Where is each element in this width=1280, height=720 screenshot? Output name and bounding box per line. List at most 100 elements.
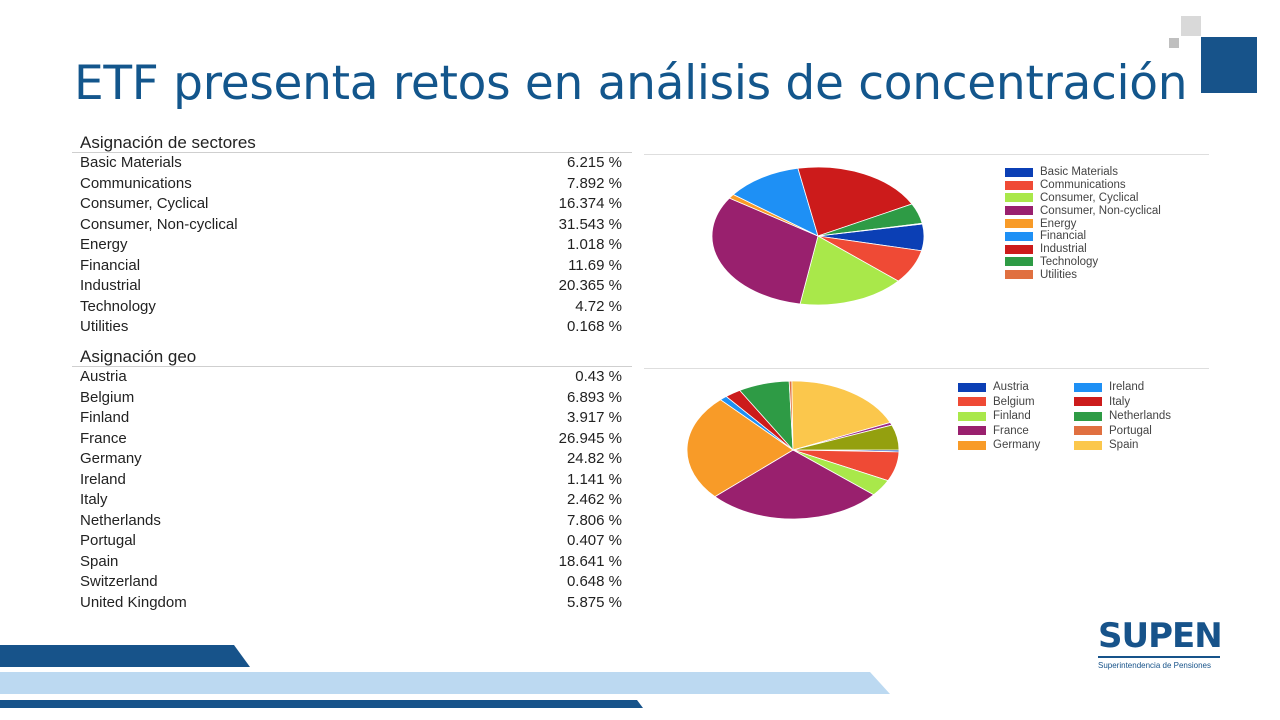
table-row: France 26.945 % — [72, 429, 632, 450]
table-row: United Kingdom 5.875 % — [72, 593, 632, 614]
legend-label: Ireland — [1109, 381, 1145, 394]
logo-rule — [1098, 656, 1220, 658]
table-row: Finland 3.917 % — [72, 408, 632, 429]
legend-swatch — [1074, 411, 1102, 421]
footer-bar-thin — [0, 700, 643, 708]
legend-item: Belgium — [958, 396, 1074, 409]
row-value: 31.543 % — [558, 215, 622, 233]
pie-slice-financial — [732, 167, 819, 237]
table-row: Consumer, Non-cyclical 31.543 % — [72, 215, 632, 236]
legend-swatch — [958, 382, 986, 392]
row-label: Industrial — [80, 277, 141, 294]
sector-legend: Basic Materials Communications Consumer, C… — [1005, 166, 1161, 281]
legend-label: Communications — [1040, 179, 1126, 192]
pie-slice-industrial — [797, 166, 913, 237]
sector-pie-chart — [711, 166, 925, 306]
legend-label: Basic Materials — [1040, 166, 1118, 179]
legend-label: Finland — [993, 410, 1031, 423]
pie-slice-consumer-cyclical — [799, 235, 899, 306]
supen-logo: SUPEN Superintendencia de Pensiones — [1098, 616, 1223, 670]
legend-label: Germany — [993, 439, 1041, 452]
row-label: Consumer, Cyclical — [80, 195, 209, 212]
geo-legend: Austria Ireland Belgium Italy Finland Netherl… — [958, 381, 1194, 452]
row-value: 6.893 % — [566, 388, 622, 406]
row-value: 1.018 % — [566, 236, 622, 253]
row-label: Communications — [80, 174, 192, 192]
table-row: Industrial 20.365 % — [72, 276, 632, 297]
row-value: 24.82 % — [566, 450, 622, 467]
legend-item: Italy — [1074, 396, 1194, 409]
table-row: Italy 2.462 % — [72, 490, 632, 511]
legend-swatch — [1005, 219, 1033, 229]
geo-table-rows: Austria 0.43 % Belgium 6.893 % Finland 3.917 … — [72, 367, 632, 613]
legend-item: Energy — [1005, 217, 1161, 230]
logo-wordmark: SUPEN — [1098, 616, 1223, 656]
geo-table: Asignación geo Austria 0.43 % Belgium 6.893… — [72, 347, 632, 613]
row-value: 20.365 % — [558, 277, 622, 294]
geo-table-title: Asignación geo — [72, 347, 632, 367]
logo-subtitle: Superintendencia de Pensiones — [1098, 661, 1211, 670]
row-value: 7.892 % — [566, 174, 622, 192]
row-label: Financial — [80, 256, 141, 274]
row-label: Switzerland — [80, 573, 158, 590]
table-row: Technology 4.72 % — [72, 297, 632, 318]
legend-item: Germany — [958, 439, 1074, 452]
legend-swatch — [958, 411, 986, 421]
row-value: 11.69 % — [568, 256, 622, 274]
row-label: Netherlands — [80, 511, 161, 529]
table-row: Energy 1.018 % — [72, 235, 632, 256]
sector-table: Asignación de sectores Basic Materials 6.… — [72, 133, 632, 338]
legend-item: Technology — [1005, 256, 1161, 269]
legend-swatch — [958, 426, 986, 436]
row-value: 2.462 % — [566, 491, 622, 508]
legend-swatch — [1074, 426, 1102, 436]
legend-item: Spain — [1074, 439, 1194, 452]
pie-slice-spain — [791, 380, 891, 451]
row-value: 4.72 % — [575, 297, 622, 315]
table-row: Portugal 0.407 % — [72, 531, 632, 552]
legend-item: Netherlands — [1074, 410, 1194, 423]
row-value: 3.917 % — [566, 409, 622, 426]
table-row: Germany 24.82 % — [72, 449, 632, 470]
table-row: Austria 0.43 % — [72, 367, 632, 388]
legend-swatch — [958, 397, 986, 407]
page-title: ETF presenta retos en análisis de concen… — [74, 56, 1188, 111]
legend-item: Communications — [1005, 179, 1161, 192]
row-value: 5.875 % — [566, 593, 622, 611]
row-label: Belgium — [80, 388, 135, 406]
legend-swatch — [1005, 270, 1033, 280]
legend-swatch — [1005, 231, 1033, 241]
legend-label: Netherlands — [1109, 410, 1172, 423]
table-row: Ireland 1.141 % — [72, 470, 632, 491]
row-label: Austria — [80, 368, 127, 385]
row-label: Technology — [80, 297, 156, 315]
row-value: 1.141 % — [566, 470, 622, 488]
table-row: Basic Materials 6.215 % — [72, 153, 632, 174]
legend-label: Financial — [1040, 230, 1087, 243]
table-row: Spain 18.641 % — [72, 552, 632, 573]
legend-label: Utilities — [1040, 268, 1078, 281]
row-value: 16.374 % — [558, 195, 622, 212]
row-label: Consumer, Non-cyclical — [80, 215, 238, 233]
table-row: Belgium 6.893 % — [72, 388, 632, 409]
legend-label: Austria — [993, 381, 1029, 394]
row-value: 0.43 % — [575, 368, 622, 385]
legend-item: Consumer, Cyclical — [1005, 192, 1161, 205]
row-value: 0.648 % — [566, 573, 622, 590]
pie-slice-consumer-non-cyclical — [711, 197, 819, 305]
row-label: France — [80, 429, 127, 447]
row-label: Italy — [80, 491, 108, 508]
row-label: Finland — [80, 409, 130, 426]
table-row: Switzerland 0.648 % — [72, 572, 632, 593]
legend-item: Utilities — [1005, 268, 1161, 281]
legend-swatch — [1005, 167, 1033, 177]
row-value: 18.641 % — [558, 552, 622, 570]
row-label: Utilities — [80, 318, 129, 335]
row-label: United Kingdom — [80, 593, 187, 611]
pie-slice-united-kingdom — [792, 424, 900, 451]
legend-swatch — [958, 440, 986, 450]
legend-item: Ireland — [1074, 381, 1194, 394]
footer-bar-light — [0, 672, 890, 694]
decor-square-light — [1181, 16, 1201, 36]
legend-item: Austria — [958, 381, 1074, 394]
